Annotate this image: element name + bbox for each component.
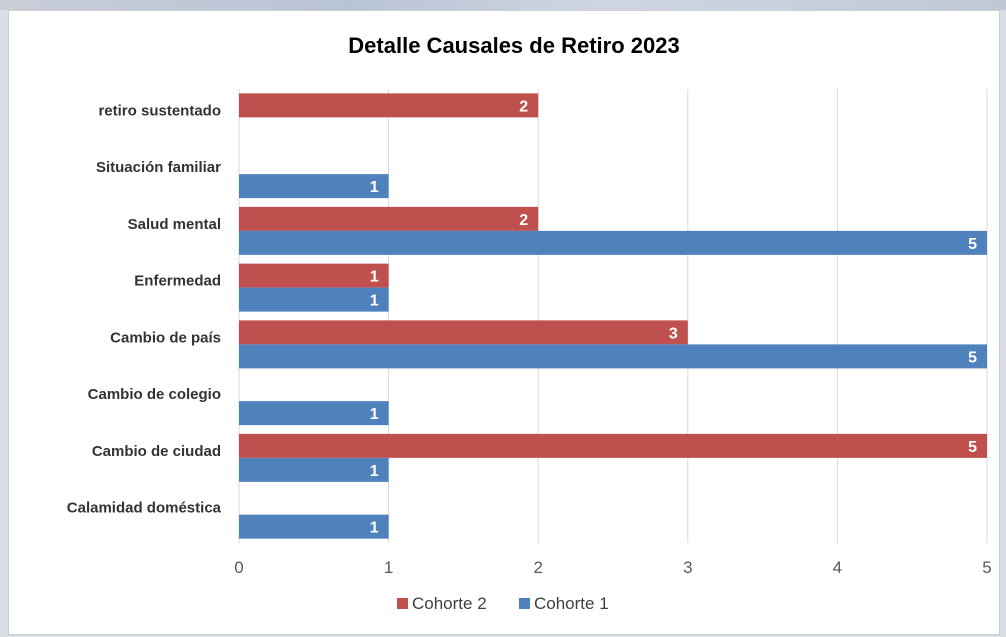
bar-cohorte-1: [239, 230, 987, 255]
category-label: Cambio de colegio: [88, 386, 221, 403]
category-labels: Calamidad doméstica Cambio de ciudad Cambi…: [67, 102, 222, 516]
bar-cohorte-1: [239, 344, 987, 369]
legend: Cohorte 2 Cohorte 1: [397, 594, 609, 613]
background-strip: [0, 0, 1006, 10]
bar-cohorte-1: [239, 287, 389, 312]
data-label: 3: [669, 325, 678, 342]
x-axis-ticks: 0 1 2 3 4 5: [234, 558, 991, 577]
bar-cohorte-1: [239, 514, 389, 539]
chart-card: Detalle Causales de Retiro 2023 Calamida…: [8, 10, 1000, 635]
x-tick-label: 0: [234, 558, 243, 577]
bars: 1 5 1 1 3 5 1 1 2 5 1 2: [239, 93, 987, 539]
data-label: 1: [370, 179, 379, 196]
chart-title: Detalle Causales de Retiro 2023: [348, 33, 679, 58]
legend-label: Cohorte 1: [534, 594, 609, 613]
category-label: Salud mental: [128, 216, 221, 233]
bar-cohorte-2: [239, 433, 987, 458]
category-label: Enfermedad: [134, 273, 221, 290]
bar-cohorte-1: [239, 401, 389, 426]
bar-cohorte-2: [239, 93, 539, 118]
category-label: Situación familiar: [96, 159, 221, 176]
data-label: 1: [370, 293, 379, 310]
bar-cohorte-1: [239, 174, 389, 199]
category-label: Cambio de ciudad: [92, 443, 221, 460]
data-label: 1: [370, 269, 379, 286]
data-label: 5: [968, 439, 977, 456]
x-tick-label: 1: [384, 558, 393, 577]
x-tick-label: 2: [533, 558, 542, 577]
category-label: Cambio de país: [110, 329, 221, 346]
legend-label: Cohorte 2: [412, 594, 487, 613]
bar-chart: Detalle Causales de Retiro 2023 Calamida…: [67, 33, 992, 613]
category-label: Calamidad doméstica: [67, 500, 222, 517]
bar-cohorte-1: [239, 457, 389, 482]
legend-swatch: [519, 598, 530, 609]
data-label: 5: [968, 236, 977, 253]
data-label: 1: [370, 406, 379, 423]
data-label: 5: [968, 349, 977, 366]
x-tick-label: 5: [982, 558, 991, 577]
bar-cohorte-2: [239, 263, 389, 288]
data-label: 2: [519, 98, 528, 115]
legend-swatch: [397, 598, 408, 609]
data-label: 2: [519, 212, 528, 229]
data-label: 1: [370, 520, 379, 537]
data-label: 1: [370, 463, 379, 480]
x-tick-label: 3: [683, 558, 692, 577]
bar-cohorte-2: [239, 320, 688, 345]
bar-cohorte-2: [239, 206, 539, 231]
category-label: retiro sustentado: [98, 102, 221, 119]
x-tick-label: 4: [833, 558, 842, 577]
